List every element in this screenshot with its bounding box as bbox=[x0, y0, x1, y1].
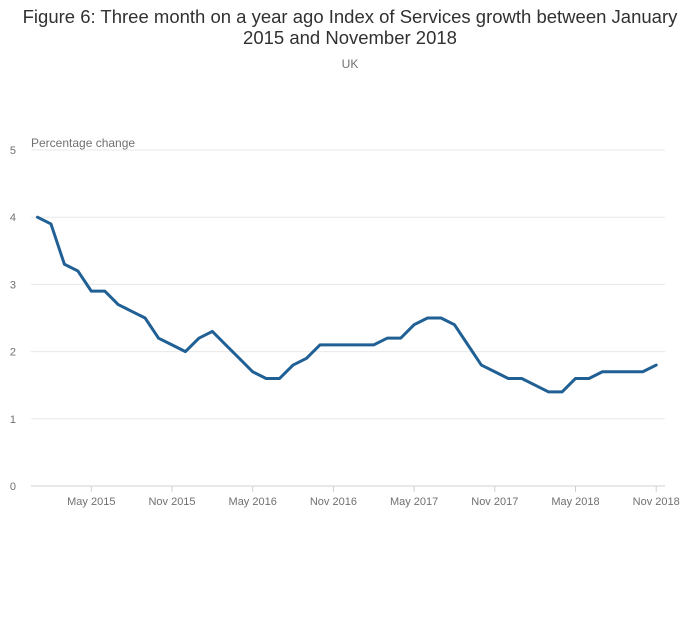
x-tick-label: May 2017 bbox=[390, 496, 438, 508]
series-group bbox=[36, 215, 658, 394]
y-tick-label: 4 bbox=[10, 212, 16, 224]
y-axis-tick-labels: 0 1 2 3 4 5 bbox=[10, 145, 16, 493]
x-tick-label: Nov 2015 bbox=[148, 496, 195, 508]
series-line[interactable] bbox=[36, 215, 658, 394]
chart-title: Figure 6: Three month on a year ago Inde… bbox=[22, 6, 678, 48]
x-tick-label: Nov 2016 bbox=[310, 496, 357, 508]
x-tick-label: May 2016 bbox=[229, 496, 277, 508]
y-tick-label: 5 bbox=[10, 145, 16, 157]
x-tick-label: May 2018 bbox=[551, 496, 599, 508]
x-tick-label: May 2015 bbox=[67, 496, 115, 508]
x-tick-label: Nov 2018 bbox=[633, 496, 680, 508]
y-tick-label: 3 bbox=[10, 279, 16, 291]
x-axis bbox=[31, 485, 665, 492]
y-tick-label: 2 bbox=[10, 347, 16, 359]
y-tick-label: 1 bbox=[10, 414, 16, 426]
x-axis-tick-labels: May 2015 Nov 2015 May 2016 Nov 2016 May 2017… bbox=[67, 496, 680, 508]
y-axis-label: Percentage change bbox=[31, 136, 135, 150]
y-tick-label: 0 bbox=[10, 481, 16, 493]
x-tick-label: Nov 2017 bbox=[471, 496, 518, 508]
gridlines bbox=[31, 149, 665, 420]
chart-subtitle: UK bbox=[341, 57, 359, 71]
